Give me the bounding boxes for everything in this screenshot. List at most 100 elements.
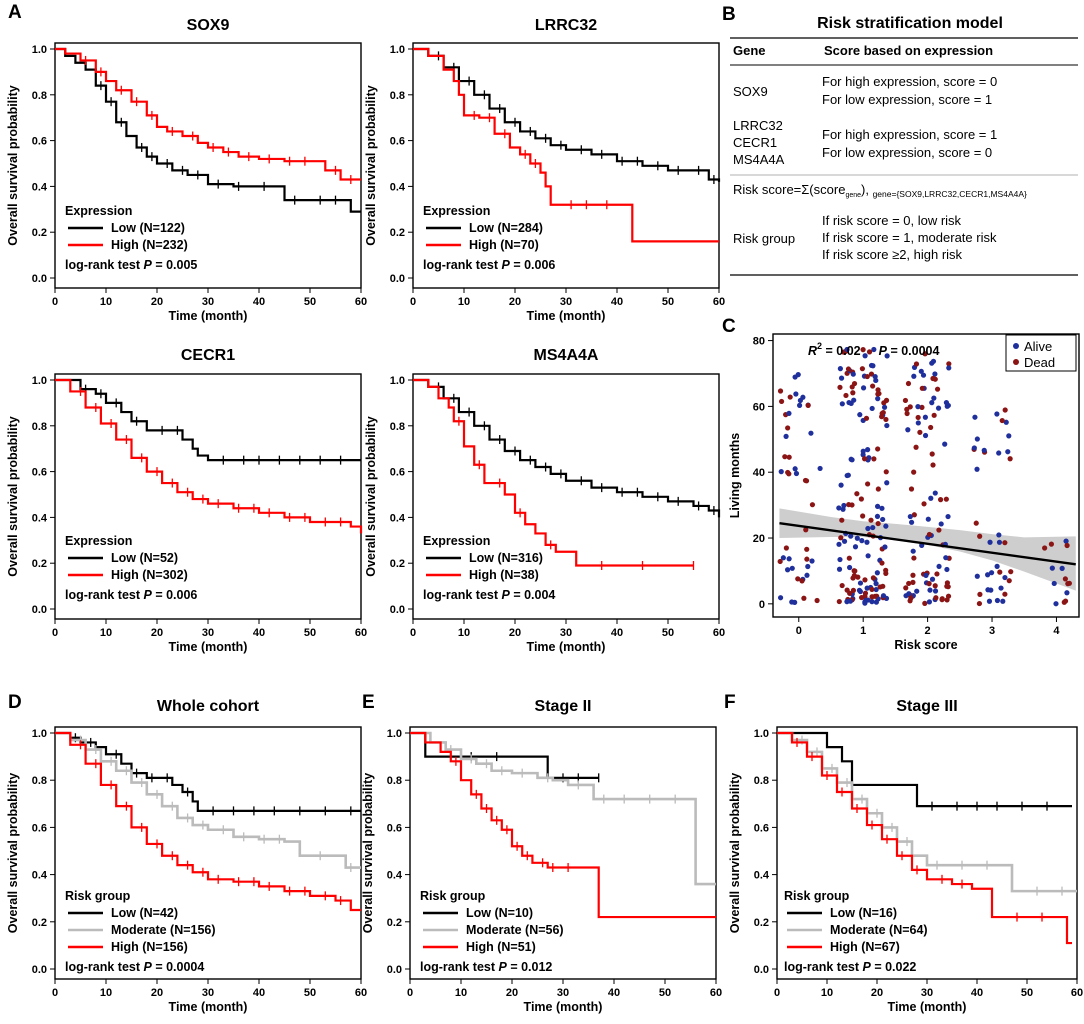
x-tick-label: 10 [455,987,467,999]
point-dead [865,481,871,487]
point-dead [883,469,889,475]
point-alive [1059,565,1065,571]
point-dead [1066,580,1072,586]
point-dead [869,586,875,593]
point-alive [871,346,877,353]
y-tick-label: 0.8 [754,775,769,787]
logrank-test-label: log-rank test P = 0.004 [423,588,555,602]
point-alive [936,563,942,570]
point-alive [873,586,879,593]
point-dead [973,520,979,526]
point-dead [1064,542,1070,549]
point-dead [785,469,791,476]
x-tick-label: 20 [509,296,521,308]
x-tick-label: 60 [713,627,725,639]
point-alive [780,555,786,561]
x-tick-label: 50 [662,296,674,308]
formula-close: ), [861,182,873,197]
point-alive [865,447,871,453]
point-alive [1064,590,1070,596]
x-tick-label: 50 [304,296,316,308]
point-dead [844,587,850,593]
table-other-high: For high expression, score = 1 [822,127,997,142]
point-dead [836,598,842,605]
point-alive [884,353,890,359]
point-alive [860,385,867,391]
km-plot-stage2: Stage II 0 10 20 30 40 50 60 0.0 0.2 0.4 0.6 0.8 1.0 T… [361,698,722,1014]
legend-title: Expression [423,534,490,548]
point-dead [944,583,950,589]
table-gene-lrrc32: LRRC32 [733,118,783,133]
legend-entry: High (N=302) [111,568,188,582]
x-tick-label: 20 [151,296,163,308]
point-alive [932,490,938,496]
point-alive [817,465,823,472]
legend-marker-dead [1013,359,1019,365]
y-tick-label: 0.6 [387,822,402,834]
y-tick-label: 0.6 [32,822,47,834]
point-dead [1048,541,1054,547]
logrank-test-label: log-rank test P = 0.006 [65,588,197,602]
point-alive [945,513,951,520]
point-alive [929,400,935,406]
point-dead [875,520,881,527]
point-alive [862,353,868,359]
point-alive [870,524,876,531]
table-col-score: Score based on expression [824,43,993,58]
point-alive [873,581,879,587]
p-symbol: P [879,344,888,358]
point-dead [879,560,885,566]
point-dead [869,594,875,600]
legend-box [1005,334,1077,372]
legend-title: Risk group [420,889,486,903]
plot-frame [54,42,362,289]
point-alive [881,404,888,410]
logrank-test-label: log-rank test P = 0.006 [423,258,555,272]
point-alive [931,395,937,401]
point-dead [814,597,820,604]
confidence-band [779,508,1076,591]
table-sox9-low: For low expression, score = 1 [822,92,992,107]
point-dead [883,416,889,423]
point-alive [848,533,854,539]
point-alive [883,523,889,529]
y-tick-label: 0.6 [390,467,405,479]
point-dead [919,404,925,411]
point-dead [839,517,845,523]
chart-title: LRRC32 [535,17,597,34]
y-tick-label: 0 [759,599,765,611]
point-alive [857,588,864,595]
x-tick-label: 0 [52,627,58,639]
x-tick-label: 20 [151,627,163,639]
point-dead [1007,456,1013,462]
y-tick-label: 0.0 [32,273,47,285]
table-rule-moderate: If risk score = 1, moderate risk [822,230,997,245]
logrank-text: log-rank test [65,588,144,602]
point-dead [931,412,937,418]
point-alive [994,411,1000,417]
point-dead [777,558,783,565]
point-dead [911,555,917,561]
x-tick-label: 60 [710,987,722,999]
legend-entry: High (N=232) [111,238,188,252]
point-alive [874,570,880,576]
y-tick-label: 0.0 [754,964,769,976]
y-tick-label: 40 [753,467,765,479]
panel-label-e: E [362,692,375,713]
point-alive [854,535,860,541]
point-alive [809,558,815,564]
point-alive [864,539,870,545]
point-dead [799,578,805,584]
y-tick-label: 1.0 [32,375,47,387]
table-sox9-high: For high expression, score = 0 [822,74,997,89]
point-alive [838,482,844,488]
point-dead [933,595,939,601]
point-alive [1002,574,1008,581]
y-tick-label: 0.8 [390,90,405,102]
r2-superscript: 2 [817,341,822,351]
x-tick-label: 0 [410,296,416,308]
x-tick-label: 50 [659,987,671,999]
point-alive [879,505,885,511]
point-dead [860,513,866,519]
